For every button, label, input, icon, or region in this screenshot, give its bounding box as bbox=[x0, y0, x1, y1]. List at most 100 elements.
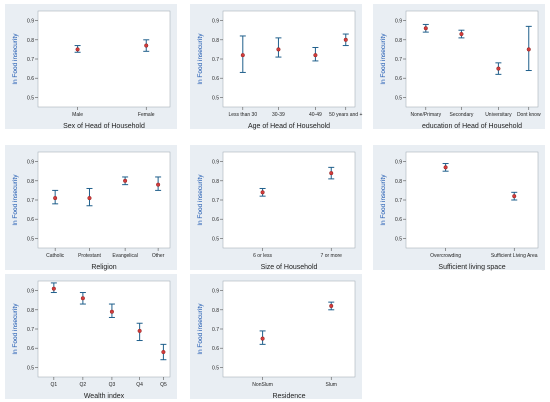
data-point bbox=[260, 190, 265, 195]
y-tick-label: 0.7 bbox=[27, 57, 34, 63]
y-axis-label: ln Food insecurity bbox=[197, 303, 204, 355]
data-point bbox=[144, 43, 149, 48]
x-tick-label: 6 or less bbox=[253, 253, 272, 259]
data-point bbox=[459, 31, 464, 37]
plot-area bbox=[37, 10, 171, 108]
data-point bbox=[53, 196, 58, 201]
x-axis-label: Religion bbox=[91, 264, 116, 271]
data-point bbox=[260, 336, 265, 341]
x-tick-label: Less than 30 bbox=[228, 112, 257, 118]
x-tick-label: 7 or more bbox=[321, 253, 343, 259]
x-tick-label: Universitary bbox=[485, 112, 512, 118]
y-tick-label: 0.7 bbox=[395, 57, 402, 63]
x-tick-label: Slum bbox=[326, 382, 337, 388]
y-axis-label: ln Food insecurity bbox=[12, 33, 19, 85]
y-tick-label: 0.5 bbox=[395, 95, 402, 101]
chart-panel-7: 0.5 0.6 0.7 0.8 0.9 ln Food insecurity Q1 Q2 Q3 Q… bbox=[5, 274, 177, 400]
y-tick-label: 0.9 bbox=[395, 160, 402, 166]
y-tick-label: 0.5 bbox=[212, 95, 219, 101]
x-axis-label: Age of Head of Household bbox=[248, 123, 330, 130]
y-tick-label: 0.6 bbox=[27, 346, 34, 352]
y-tick-label: 0.8 bbox=[212, 308, 219, 314]
data-point bbox=[75, 47, 80, 52]
plot-area bbox=[222, 280, 356, 378]
y-tick-label: 0.8 bbox=[395, 179, 402, 185]
x-tick-label: Dont know bbox=[517, 112, 541, 118]
x-tick-label: Q2 bbox=[80, 382, 87, 388]
x-axis-label: Wealth index bbox=[84, 393, 125, 400]
y-tick-label: 0.7 bbox=[212, 57, 219, 63]
y-tick-label: 0.5 bbox=[212, 365, 219, 371]
x-tick-label: Q5 bbox=[160, 382, 167, 388]
chart-panel-3: 0.5 0.6 0.7 0.8 0.9 ln Food insecurity None/Pr… bbox=[373, 4, 545, 130]
y-tick-label: 0.7 bbox=[212, 327, 219, 333]
y-tick-label: 0.6 bbox=[27, 76, 34, 82]
x-tick-label: Evangelical bbox=[112, 253, 138, 259]
y-axis-label: ln Food insecurity bbox=[380, 33, 387, 85]
x-tick-label: Female bbox=[138, 112, 155, 118]
y-axis-label: ln Food insecurity bbox=[12, 174, 19, 226]
y-tick-label: 0.8 bbox=[212, 38, 219, 44]
y-tick-label: 0.5 bbox=[27, 365, 34, 371]
y-tick-label: 0.7 bbox=[212, 198, 219, 204]
x-axis-label: Residence bbox=[272, 393, 305, 400]
chart-panel-6: 0.5 0.6 0.7 0.8 0.9 ln Food insecurity Overcro… bbox=[373, 145, 545, 271]
y-axis-label: ln Food insecurity bbox=[197, 174, 204, 226]
plot-area bbox=[405, 151, 539, 249]
data-point bbox=[512, 194, 517, 199]
x-tick-label: NonSlum bbox=[252, 382, 273, 388]
y-tick-label: 0.6 bbox=[395, 76, 402, 82]
data-point bbox=[276, 47, 281, 52]
x-tick-label: 30-39 bbox=[272, 112, 285, 118]
chart-panel-2: 0.5 0.6 0.7 0.8 0.9 ln Food insecurity Less th… bbox=[190, 4, 362, 130]
y-tick-label: 0.9 bbox=[212, 160, 219, 166]
plot-area bbox=[37, 151, 171, 249]
y-axis-label: ln Food insecurity bbox=[12, 303, 19, 355]
chart-panel-1: 0.5 0.6 0.7 0.8 0.9 ln Food insecurity Male Fem… bbox=[5, 4, 177, 130]
x-axis-label: Size of Household bbox=[261, 264, 318, 271]
x-tick-label: Sufficient Living Area bbox=[491, 253, 538, 259]
x-tick-label: Q1 bbox=[51, 382, 58, 388]
x-tick-label: None/Primary bbox=[411, 112, 442, 118]
data-point bbox=[240, 53, 245, 58]
y-tick-label: 0.8 bbox=[395, 38, 402, 44]
data-point bbox=[496, 66, 501, 71]
y-axis-label: ln Food insecurity bbox=[380, 174, 387, 226]
y-tick-label: 0.7 bbox=[395, 198, 402, 204]
x-tick-label: 40-49 bbox=[309, 112, 322, 118]
data-point bbox=[123, 178, 128, 183]
y-tick-label: 0.8 bbox=[212, 179, 219, 185]
data-point bbox=[51, 286, 56, 291]
y-tick-label: 0.9 bbox=[27, 160, 34, 166]
x-axis-label: education of Head of Household bbox=[422, 123, 522, 130]
chart-panel-8: 0.5 0.6 0.7 0.8 0.9 ln Food insecurity NonSlum… bbox=[190, 274, 362, 400]
data-point bbox=[313, 53, 318, 58]
x-axis-label: Sufficient living space bbox=[438, 264, 505, 271]
y-tick-label: 0.6 bbox=[212, 346, 219, 352]
x-axis-label: Sex of Head of Household bbox=[63, 123, 145, 130]
data-point bbox=[329, 171, 334, 176]
x-tick-label: Other bbox=[152, 253, 165, 259]
y-tick-label: 0.5 bbox=[212, 236, 219, 242]
y-tick-label: 0.6 bbox=[212, 76, 219, 82]
plot-area bbox=[222, 151, 356, 249]
data-point bbox=[423, 26, 428, 31]
y-tick-label: 0.5 bbox=[27, 95, 34, 101]
chart-panel-4: 0.5 0.6 0.7 0.8 0.9 ln Food insecurity Catholi… bbox=[5, 145, 177, 271]
y-tick-label: 0.6 bbox=[395, 217, 402, 223]
x-tick-label: Male bbox=[72, 112, 83, 118]
y-tick-label: 0.9 bbox=[395, 19, 402, 25]
y-tick-label: 0.5 bbox=[395, 236, 402, 242]
x-tick-label: Secondary bbox=[449, 112, 473, 118]
x-tick-label: Q3 bbox=[109, 382, 116, 388]
data-point bbox=[343, 37, 348, 42]
x-tick-label: Protestant bbox=[78, 253, 101, 259]
y-axis-label: ln Food insecurity bbox=[197, 33, 204, 85]
chart-panel-5: 0.5 0.6 0.7 0.8 0.9 ln Food insecurity 6 or le… bbox=[190, 145, 362, 271]
y-tick-label: 0.6 bbox=[212, 217, 219, 223]
y-tick-label: 0.8 bbox=[27, 308, 34, 314]
y-tick-label: 0.9 bbox=[212, 289, 219, 295]
y-tick-label: 0.9 bbox=[27, 289, 34, 295]
x-tick-label: Overcrowding bbox=[430, 253, 461, 259]
